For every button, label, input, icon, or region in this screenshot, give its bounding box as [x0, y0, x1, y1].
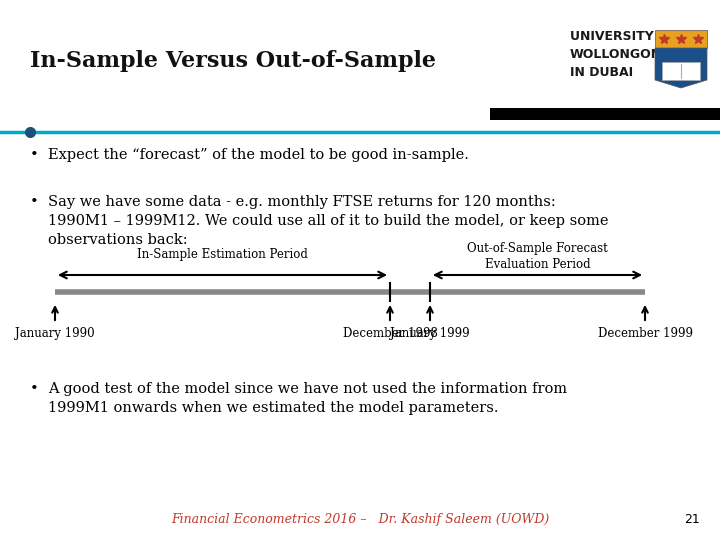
Text: UNIVERSITY OF
WOLLONGONG
IN DUBAI: UNIVERSITY OF WOLLONGONG IN DUBAI — [570, 30, 678, 79]
Text: A good test of the model since we have not used the information from: A good test of the model since we have n… — [48, 382, 567, 396]
Polygon shape — [655, 48, 707, 88]
Polygon shape — [505, 0, 720, 110]
FancyBboxPatch shape — [490, 0, 720, 110]
Text: December 1999: December 1999 — [598, 327, 693, 340]
FancyBboxPatch shape — [662, 62, 700, 80]
Text: 1990M1 – 1999M12. We could use all of it to build the model, or keep some: 1990M1 – 1999M12. We could use all of it… — [48, 214, 608, 228]
Text: January 1990: January 1990 — [15, 327, 95, 340]
FancyBboxPatch shape — [655, 30, 707, 48]
Text: Say we have some data - e.g. monthly FTSE returns for 120 months:: Say we have some data - e.g. monthly FTS… — [48, 195, 556, 209]
Text: Expect the “forecast” of the model to be good in-sample.: Expect the “forecast” of the model to be… — [48, 148, 469, 162]
FancyBboxPatch shape — [490, 108, 720, 120]
Text: •: • — [30, 382, 39, 396]
Text: •: • — [30, 148, 39, 162]
Text: 1999M1 onwards when we estimated the model parameters.: 1999M1 onwards when we estimated the mod… — [48, 401, 498, 415]
Text: observations back:: observations back: — [48, 233, 188, 247]
Text: January 1999: January 1999 — [390, 327, 470, 340]
Text: In-Sample Estimation Period: In-Sample Estimation Period — [137, 248, 308, 261]
Text: Out-of-Sample Forecast
Evaluation Period: Out-of-Sample Forecast Evaluation Period — [467, 242, 608, 271]
Text: Financial Econometrics 2016 –   Dr. Kashif Saleem (UOWD): Financial Econometrics 2016 – Dr. Kashif… — [171, 513, 549, 526]
Text: In-Sample Versus Out-of-Sample: In-Sample Versus Out-of-Sample — [30, 50, 436, 72]
Text: December 1998: December 1998 — [343, 327, 438, 340]
Text: 21: 21 — [684, 513, 700, 526]
Text: •: • — [30, 195, 39, 209]
